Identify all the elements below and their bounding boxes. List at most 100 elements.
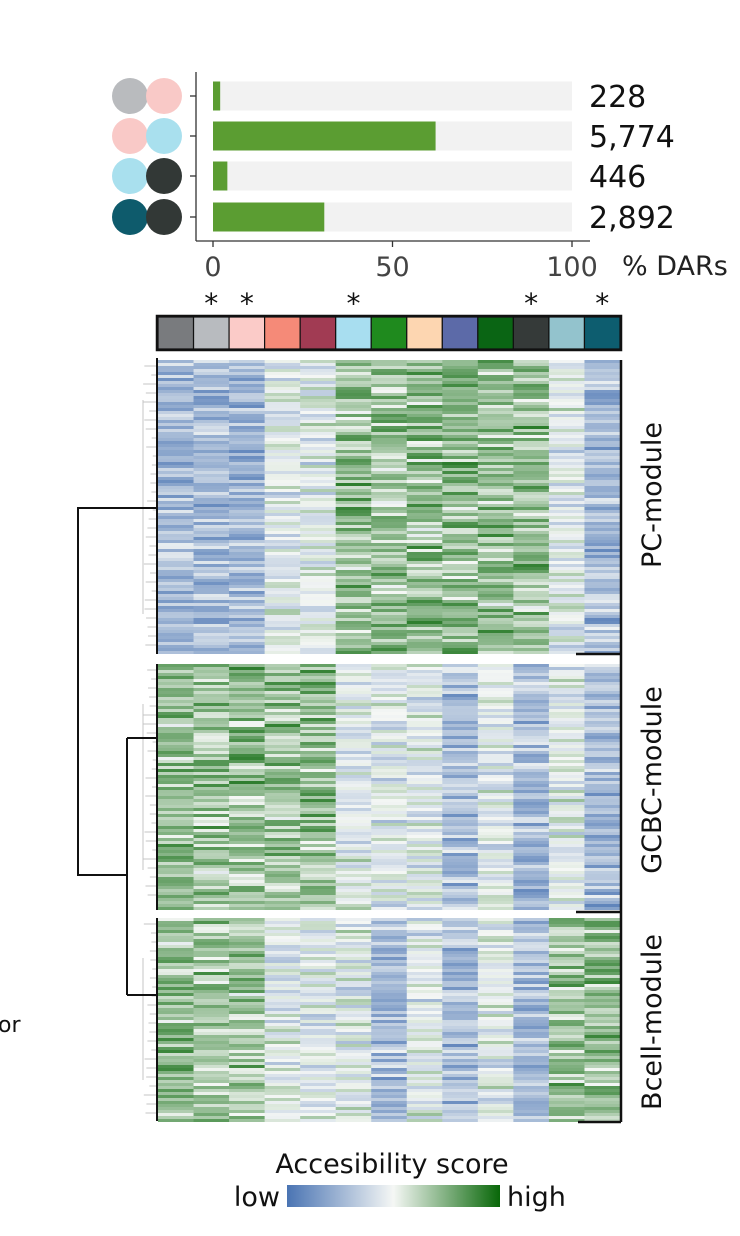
heatmap-cell bbox=[264, 1056, 301, 1059]
heatmap-cell bbox=[548, 1107, 585, 1110]
heatmap-cell bbox=[264, 1065, 301, 1068]
heatmap-cell bbox=[300, 1110, 337, 1113]
heatmap-cell bbox=[229, 606, 266, 609]
heatmap-cell bbox=[584, 468, 621, 471]
heatmap-cell bbox=[548, 609, 585, 612]
heatmap-cell bbox=[335, 808, 372, 811]
heatmap-cell bbox=[584, 1119, 621, 1122]
heatmap-cell bbox=[584, 420, 621, 423]
heatmap-cell bbox=[229, 960, 266, 963]
heatmap-cell bbox=[371, 549, 408, 552]
heatmap-cells bbox=[158, 360, 621, 1122]
heatmap-cell bbox=[335, 1005, 372, 1008]
heatmap-cell bbox=[158, 612, 194, 615]
heatmap-cell bbox=[584, 1002, 621, 1005]
heatmap-cell bbox=[264, 787, 301, 790]
heatmap-cell bbox=[300, 781, 337, 784]
heatmap-cell bbox=[335, 730, 372, 733]
heatmap-cell bbox=[406, 573, 443, 576]
heatmap-cell bbox=[264, 984, 301, 987]
heatmap-cell bbox=[442, 1050, 479, 1053]
heatmap-cell bbox=[477, 981, 514, 984]
heatmap-cell bbox=[513, 996, 550, 999]
heatmap-cell bbox=[264, 999, 301, 1002]
heatmap-cell bbox=[229, 993, 266, 996]
heatmap-cell bbox=[300, 868, 337, 871]
heatmap-cell bbox=[477, 645, 514, 648]
heatmap-cell bbox=[442, 859, 479, 862]
heatmap-cell bbox=[335, 480, 372, 483]
heatmap-cell bbox=[548, 483, 585, 486]
heatmap-cell bbox=[300, 856, 337, 859]
heatmap-cell bbox=[229, 793, 266, 796]
heatmap-cell bbox=[477, 1119, 514, 1122]
heatmap-cell bbox=[335, 993, 372, 996]
heatmap-cell bbox=[477, 360, 514, 363]
heatmap-cell bbox=[513, 694, 550, 697]
heatmap-cell bbox=[548, 603, 585, 606]
heatmap-cell bbox=[513, 588, 550, 591]
heatmap-cell bbox=[477, 390, 514, 393]
heatmap-cell bbox=[300, 495, 337, 498]
heatmap-cell bbox=[158, 736, 194, 739]
heatmap-cell bbox=[406, 393, 443, 396]
heatmap-cell bbox=[442, 1119, 479, 1122]
heatmap-cell bbox=[229, 688, 266, 691]
heatmap-cell bbox=[513, 757, 550, 760]
heatmap-cell bbox=[513, 465, 550, 468]
heatmap-cell bbox=[513, 700, 550, 703]
heatmap-cell bbox=[229, 1098, 266, 1101]
heatmap-cell bbox=[335, 648, 372, 651]
heatmap-cell bbox=[584, 531, 621, 534]
heatmap-cell bbox=[477, 480, 514, 483]
heatmap-cell bbox=[158, 498, 194, 501]
heatmap-cell bbox=[193, 838, 230, 841]
heatmap-cell bbox=[406, 706, 443, 709]
heatmap-cell bbox=[158, 606, 194, 609]
heatmap-cell bbox=[548, 528, 585, 531]
heatmap-cell bbox=[442, 718, 479, 721]
heatmap-cell bbox=[584, 498, 621, 501]
heatmap-cell bbox=[300, 1068, 337, 1071]
heatmap-cell bbox=[264, 405, 301, 408]
heatmap-cell bbox=[584, 537, 621, 540]
heatmap-cell bbox=[300, 724, 337, 727]
heatmap-cell bbox=[300, 537, 337, 540]
heatmap-cell bbox=[264, 417, 301, 420]
heatmap-cell bbox=[335, 835, 372, 838]
heatmap-cell bbox=[371, 567, 408, 570]
heatmap-cell bbox=[264, 972, 301, 975]
heatmap-cell bbox=[300, 453, 337, 456]
heatmap-cell bbox=[371, 1053, 408, 1056]
heatmap-cell bbox=[548, 817, 585, 820]
heatmap-cell bbox=[229, 546, 266, 549]
heatmap-cell bbox=[264, 462, 301, 465]
heatmap-cell bbox=[406, 981, 443, 984]
heatmap-cell bbox=[300, 1020, 337, 1023]
heatmap-cell bbox=[406, 1008, 443, 1011]
heatmap-cell bbox=[584, 396, 621, 399]
heatmap-cell bbox=[158, 462, 194, 465]
heatmap-cell bbox=[335, 673, 372, 676]
heatmap-cell bbox=[513, 685, 550, 688]
heatmap-cell bbox=[229, 1020, 266, 1023]
heatmap-cell bbox=[548, 450, 585, 453]
heatmap-cell bbox=[513, 534, 550, 537]
heatmap-cell bbox=[442, 811, 479, 814]
heatmap-cell bbox=[442, 1014, 479, 1017]
heatmap-cell bbox=[548, 850, 585, 853]
heatmap-cell bbox=[513, 1065, 550, 1068]
heatmap-cell bbox=[442, 603, 479, 606]
heatmap-cell bbox=[584, 486, 621, 489]
heatmap-cell bbox=[264, 865, 301, 868]
heatmap-cell bbox=[335, 510, 372, 513]
heatmap-cell bbox=[513, 1113, 550, 1116]
heatmap-cell bbox=[442, 381, 479, 384]
heatmap-cell bbox=[229, 1095, 266, 1098]
heatmap-cell bbox=[371, 856, 408, 859]
heatmap-cell bbox=[193, 1005, 230, 1008]
heatmap-cell bbox=[335, 670, 372, 673]
heatmap-cell bbox=[229, 648, 266, 651]
heatmap-cell bbox=[406, 757, 443, 760]
heatmap-cell bbox=[300, 1026, 337, 1029]
